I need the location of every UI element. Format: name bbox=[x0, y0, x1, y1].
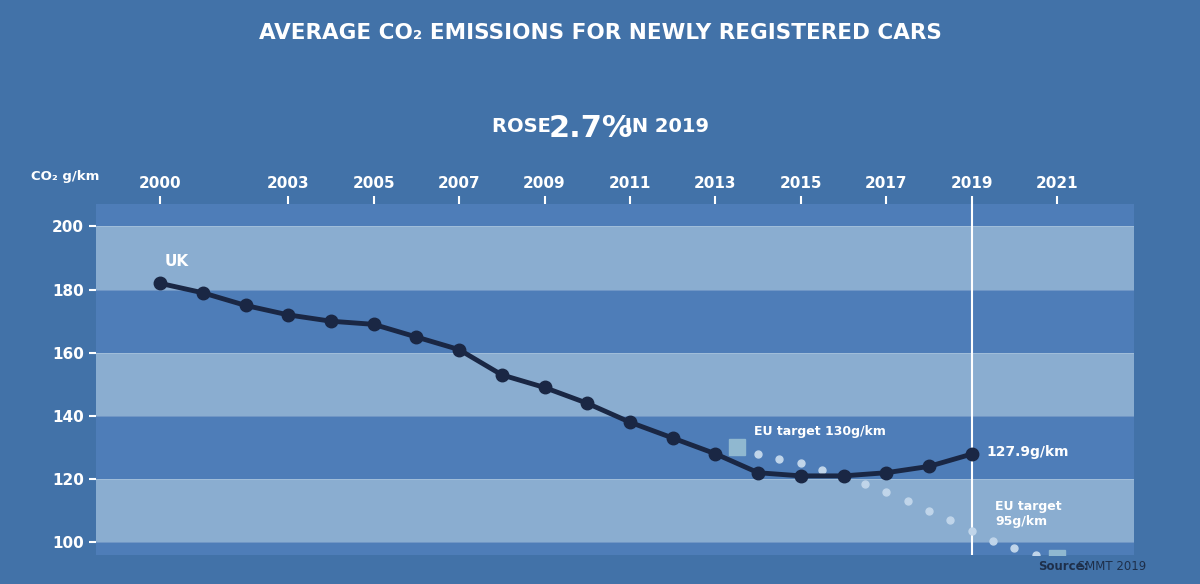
Text: 127.9g/km: 127.9g/km bbox=[986, 445, 1069, 459]
Text: UK: UK bbox=[164, 254, 188, 269]
Bar bbox=[96, 479, 1134, 542]
Text: CO₂ g/km: CO₂ g/km bbox=[31, 171, 98, 183]
Bar bbox=[96, 227, 1134, 290]
Text: EU target
95g/km: EU target 95g/km bbox=[995, 500, 1062, 528]
Text: ROSE: ROSE bbox=[492, 117, 558, 136]
Text: EU target 130g/km: EU target 130g/km bbox=[754, 425, 886, 438]
Text: SMMT 2019: SMMT 2019 bbox=[1074, 561, 1146, 573]
Bar bbox=[96, 353, 1134, 416]
Text: IN 2019: IN 2019 bbox=[618, 117, 709, 136]
Text: 2.7%: 2.7% bbox=[548, 114, 632, 143]
Text: Source:: Source: bbox=[1038, 561, 1088, 573]
Text: AVERAGE CO₂ EMISSIONS FOR NEWLY REGISTERED CARS: AVERAGE CO₂ EMISSIONS FOR NEWLY REGISTER… bbox=[258, 23, 942, 43]
